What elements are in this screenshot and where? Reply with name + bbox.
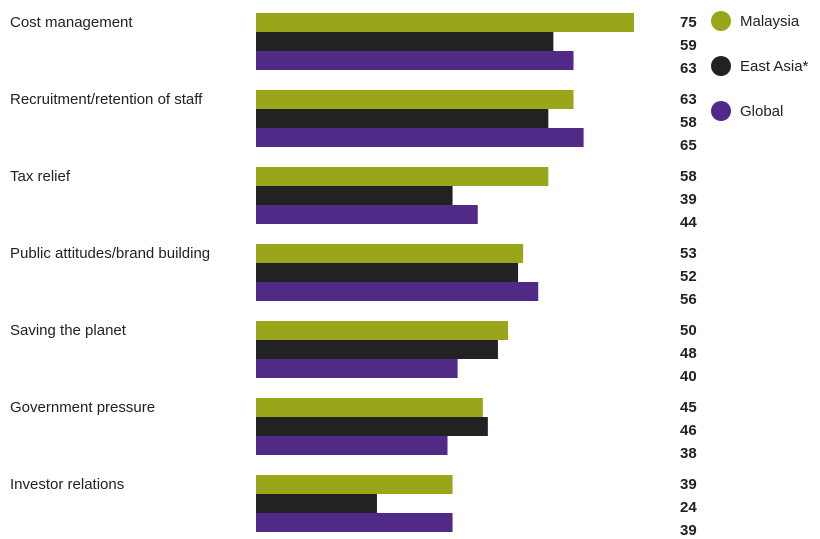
bar-government-pressure-global (256, 436, 448, 455)
bar-recruitment-retention-of-staff-east-asia (256, 109, 549, 128)
bar-recruitment-retention-of-staff-malaysia (256, 90, 574, 109)
value-label-public-attitudes-brand-building-east-asia: 52 (680, 268, 697, 285)
value-label-investor-relations-global: 39 (680, 522, 697, 539)
bar-saving-the-planet-east-asia (256, 340, 498, 359)
bar-recruitment-retention-of-staff-global (256, 128, 584, 147)
legend-label-malaysia: Malaysia (740, 13, 800, 30)
bar-tax-relief-global (256, 205, 478, 224)
category-label-recruitment-retention-of-staff: Recruitment/retention of staff (10, 91, 203, 108)
value-label-cost-management-global: 63 (680, 60, 697, 77)
category-label-public-attitudes-brand-building: Public attitudes/brand building (10, 245, 210, 262)
value-label-cost-management-east-asia: 59 (680, 37, 697, 54)
value-label-investor-relations-malaysia: 39 (680, 476, 697, 493)
legend-swatch-malaysia (711, 11, 731, 31)
bar-tax-relief-east-asia (256, 186, 453, 205)
bar-saving-the-planet-malaysia (256, 321, 508, 340)
bar-public-attitudes-brand-building-malaysia (256, 244, 524, 263)
value-label-saving-the-planet-global: 40 (680, 368, 697, 385)
value-label-government-pressure-malaysia: 45 (680, 399, 697, 416)
value-label-tax-relief-east-asia: 39 (680, 191, 697, 208)
legend: Malaysia East Asia* Global (711, 11, 809, 121)
value-label-public-attitudes-brand-building-global: 56 (680, 291, 697, 308)
category-label-tax-relief: Tax relief (10, 168, 71, 185)
category-label-cost-management: Cost management (10, 14, 133, 31)
bars (256, 13, 634, 532)
value-labels: 75 59 63 63 58 65 58 39 44 53 52 56 50 48 40 45 46 38 39 24… (680, 14, 697, 539)
value-label-government-pressure-east-asia: 46 (680, 422, 697, 439)
value-label-saving-the-planet-east-asia: 48 (680, 345, 697, 362)
value-label-public-attitudes-brand-building-malaysia: 53 (680, 245, 697, 262)
value-label-tax-relief-global: 44 (680, 214, 697, 231)
legend-swatch-east-asia (711, 56, 731, 76)
value-label-cost-management-malaysia: 75 (680, 14, 697, 31)
bar-government-pressure-east-asia (256, 417, 488, 436)
bar-tax-relief-malaysia (256, 167, 549, 186)
bar-cost-management-east-asia (256, 32, 554, 51)
category-labels: Cost management Recruitment/retention of … (10, 14, 210, 493)
value-label-investor-relations-east-asia: 24 (680, 499, 697, 516)
category-label-investor-relations: Investor relations (10, 476, 124, 493)
bar-cost-management-malaysia (256, 13, 634, 32)
bar-investor-relations-malaysia (256, 475, 453, 494)
legend-swatch-global (711, 101, 731, 121)
value-label-recruitment-retention-of-staff-global: 65 (680, 137, 697, 154)
value-label-tax-relief-malaysia: 58 (680, 168, 697, 185)
bar-public-attitudes-brand-building-global (256, 282, 539, 301)
bar-cost-management-global (256, 51, 574, 70)
value-label-recruitment-retention-of-staff-malaysia: 63 (680, 91, 697, 108)
category-label-saving-the-planet: Saving the planet (10, 322, 127, 339)
legend-label-global: Global (740, 103, 783, 120)
bar-saving-the-planet-global (256, 359, 458, 378)
category-label-government-pressure: Government pressure (10, 399, 155, 416)
bar-public-attitudes-brand-building-east-asia (256, 263, 519, 282)
bar-investor-relations-east-asia (256, 494, 377, 513)
bar-government-pressure-malaysia (256, 398, 483, 417)
bar-investor-relations-global (256, 513, 453, 532)
value-label-government-pressure-global: 38 (680, 445, 697, 462)
value-label-recruitment-retention-of-staff-east-asia: 58 (680, 114, 697, 131)
legend-label-east-asia: East Asia* (740, 58, 809, 75)
value-label-saving-the-planet-malaysia: 50 (680, 322, 697, 339)
